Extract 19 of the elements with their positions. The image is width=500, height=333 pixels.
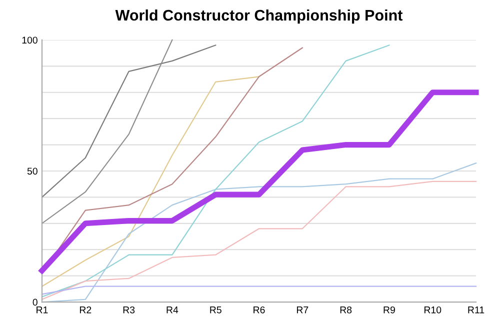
x-tick-label: R5 <box>210 306 222 314</box>
x-tick-label: R9 <box>384 306 395 314</box>
x-tick-label: R7 <box>296 306 308 314</box>
x-tick-label: R3 <box>123 306 135 314</box>
x-tick-label: R4 <box>166 306 178 314</box>
y-tick-label: 100 <box>22 36 38 44</box>
line-series <box>41 44 390 298</box>
y-tick-label: 50 <box>27 168 38 175</box>
chart-title: World Constructor Championship Point <box>115 9 403 24</box>
x-tick-label: R8 <box>340 306 352 314</box>
x-tick-label: R2 <box>80 306 92 314</box>
line-series <box>41 39 173 224</box>
x-tick-label: R10 <box>424 306 442 314</box>
y-tick-label: 0 <box>32 298 38 306</box>
x-tick-label: R11 <box>468 306 484 314</box>
x-tick-label: R1 <box>36 306 48 314</box>
line-series <box>41 44 216 198</box>
line-series <box>41 76 260 287</box>
x-tick-label: R6 <box>254 306 265 314</box>
